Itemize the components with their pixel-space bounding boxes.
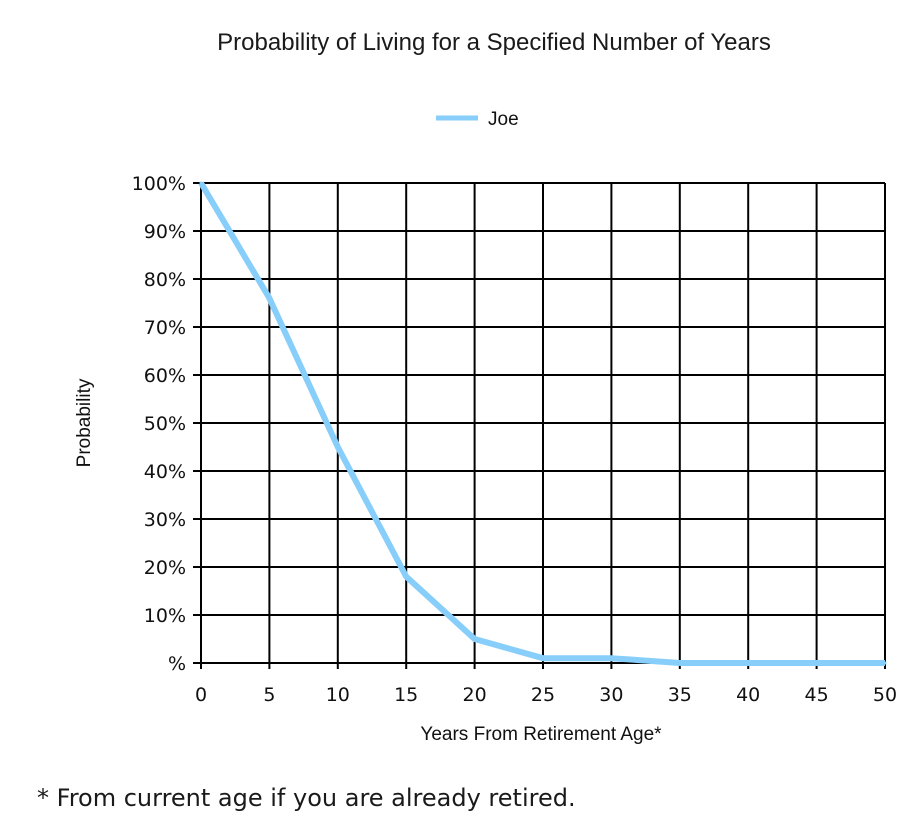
legend: Joe [436, 109, 519, 130]
x-tick-label: 30 [599, 684, 623, 706]
x-tick-label: 25 [531, 684, 555, 706]
data-point [678, 661, 682, 665]
data-point [404, 575, 408, 579]
y-tick-label: 30% [144, 509, 186, 531]
x-tick-label: 0 [195, 684, 207, 706]
y-tick-label: 90% [144, 221, 186, 243]
y-axis-ticks: % 10% 20% 30% 40% 50% 60% 70% 80% 90% 100% [132, 173, 186, 675]
series-group [198, 181, 887, 666]
y-tick-label: 100% [132, 173, 186, 195]
x-tick-label: 35 [668, 684, 692, 706]
y-tick-label: 10% [144, 605, 186, 627]
x-tick-label: 10 [326, 684, 350, 706]
x-tick-label: 45 [805, 684, 829, 706]
data-point [883, 661, 887, 665]
chart-title: Probability of Living for a Specified Nu… [217, 29, 771, 56]
data-point [473, 637, 477, 641]
x-axis-label: Years From Retirement Age* [420, 724, 662, 745]
y-tick-label: 60% [144, 365, 186, 387]
grid [193, 182, 886, 669]
data-point [609, 656, 613, 660]
y-tick-label: 80% [144, 269, 186, 291]
data-point [267, 296, 271, 300]
x-tick-label: 20 [463, 684, 487, 706]
y-tick-label: % [168, 653, 186, 675]
x-axis-ticks: 0 5 10 15 20 25 30 35 40 45 50 [195, 684, 897, 706]
probability-chart: Probability of Living for a Specified Nu… [74, 29, 897, 745]
x-tick-label: 5 [263, 684, 275, 706]
x-tick-label: 50 [873, 684, 897, 706]
data-point [541, 656, 545, 660]
y-tick-label: 50% [144, 413, 186, 435]
data-point [815, 661, 819, 665]
y-tick-label: 40% [144, 461, 186, 483]
x-tick-label: 15 [394, 684, 418, 706]
data-point [746, 661, 750, 665]
footnote: * From current age if you are already re… [37, 784, 576, 812]
x-tick-label: 40 [736, 684, 760, 706]
y-tick-label: 70% [144, 317, 186, 339]
data-point [336, 445, 340, 449]
legend-label-joe: Joe [488, 109, 519, 130]
y-axis-label: Probability [74, 378, 95, 467]
data-point [199, 181, 203, 185]
y-tick-label: 20% [144, 557, 186, 579]
